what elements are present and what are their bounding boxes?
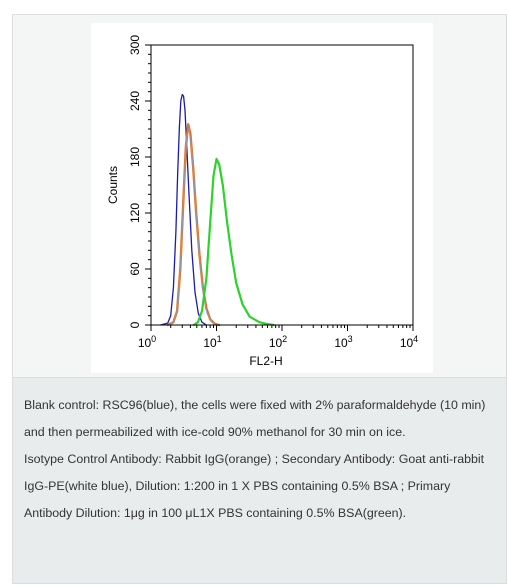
- plot-frame: [150, 44, 414, 326]
- y-tick-label: 240: [128, 91, 142, 111]
- histogram-series-1: [166, 123, 221, 327]
- y-tick-label: 60: [128, 262, 142, 276]
- figure-area: 0 60 120 180 240 300 100 101 102 103 104 FL2-H Co…: [13, 15, 506, 377]
- x-tick-label: 104: [400, 334, 418, 350]
- histogram-series-3: [192, 157, 275, 327]
- histogram-series-2: [168, 128, 217, 326]
- figure-card: 0 60 120 180 240 300 100 101 102 103 104 FL2-H Co…: [12, 14, 507, 584]
- plot-panel: 0 60 120 180 240 300 100 101 102 103 104 FL2-H Co…: [91, 23, 433, 373]
- y-tick-label: 120: [128, 203, 142, 223]
- x-tick-label: 100: [138, 334, 156, 350]
- x-tick-label: 101: [203, 334, 221, 350]
- y-axis-label: Counts: [106, 166, 120, 204]
- caption-paragraph-blank-control: Blank control: RSC96(blue), the cells we…: [24, 398, 486, 439]
- x-tick-label: 103: [334, 334, 352, 350]
- x-axis-label: FL2-H: [249, 354, 282, 368]
- y-tick-label: 0: [128, 321, 142, 328]
- flow-histogram-chart: 0 60 120 180 240 300 100 101 102 103 104 FL2-H Co…: [106, 35, 418, 368]
- caption-paragraph-antibodies: Isotype Control Antibody: Rabbit IgG(ora…: [24, 452, 485, 520]
- y-tick-label: 300: [128, 35, 142, 55]
- histogram-series-0: [159, 93, 208, 326]
- figure-caption: Blank control: RSC96(blue), the cells we…: [13, 377, 506, 583]
- y-tick-label: 180: [128, 147, 142, 167]
- x-tick-label: 102: [269, 334, 287, 350]
